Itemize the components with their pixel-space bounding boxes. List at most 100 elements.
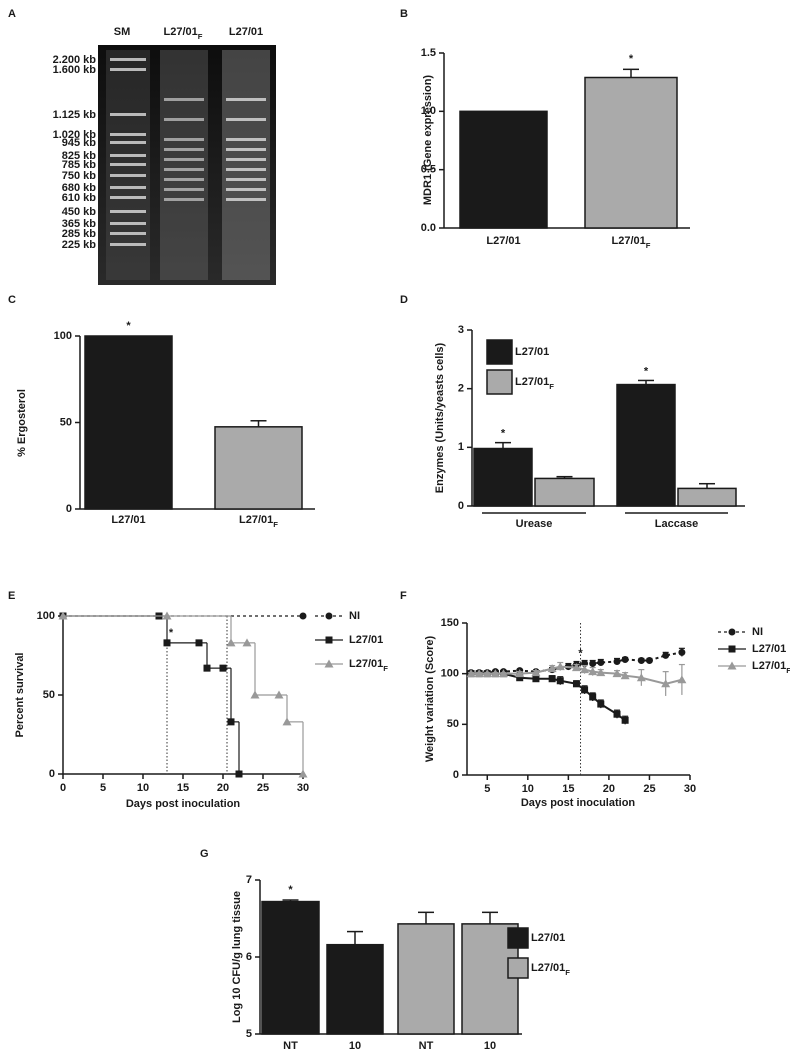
marker <box>597 700 605 708</box>
marker <box>613 658 621 666</box>
bar <box>473 447 533 507</box>
marker <box>556 677 564 685</box>
marker <box>588 667 598 676</box>
gel-band <box>164 118 204 121</box>
marker <box>612 669 622 678</box>
x-tick-label: 20 <box>217 782 229 794</box>
gel-band <box>226 178 266 181</box>
gel-band <box>164 158 204 161</box>
legend-label: L27/01F <box>349 658 388 673</box>
marker <box>250 690 260 699</box>
subscript: F <box>198 32 203 41</box>
marker-label: 225 kb <box>62 239 97 251</box>
x-tick-label: 5 <box>484 783 490 795</box>
subscript: F <box>273 520 278 529</box>
panel-label: C <box>8 294 16 306</box>
x-tick-label: Laccase <box>655 518 698 530</box>
panel-label: B <box>400 8 408 20</box>
gel-band <box>110 113 146 116</box>
marker <box>227 718 235 726</box>
x-tick-label: NT <box>419 1040 434 1052</box>
x-tick-label: 20 <box>603 783 615 795</box>
bar <box>84 335 173 510</box>
x-tick-label: 30 <box>684 783 696 795</box>
marker-label: 1.125 kb <box>53 109 97 121</box>
gel-band <box>110 210 146 213</box>
annotation: * <box>578 647 583 659</box>
legend-swatch <box>486 369 513 395</box>
x-tick-label: 10 <box>349 1040 361 1052</box>
x-tick-label: 25 <box>257 782 269 794</box>
subscript: F <box>786 666 790 675</box>
legend-label: NI <box>349 610 360 622</box>
marker <box>581 686 589 694</box>
marker-label: 825 kb <box>62 150 97 162</box>
annotation: * <box>288 884 293 896</box>
marker <box>325 612 333 620</box>
y-tick-label: 100 <box>37 610 55 622</box>
marker <box>662 651 670 659</box>
gel-band <box>226 118 266 121</box>
marker <box>219 664 227 672</box>
marker <box>555 662 565 671</box>
y-tick-label: 1 <box>458 441 464 453</box>
bar <box>261 900 320 1035</box>
marker-label: 2.200 kb <box>53 54 97 66</box>
y-tick-label: 6 <box>246 951 252 963</box>
subscript: F <box>549 382 554 391</box>
gel-band <box>226 98 266 101</box>
gel-band <box>110 243 146 246</box>
marker <box>580 665 590 674</box>
panel-label: G <box>200 848 209 860</box>
x-tick-label: 10 <box>522 783 534 795</box>
y-axis-label: MDR1 (Gene expression) <box>422 75 434 206</box>
lane-label: L27/01 <box>229 26 263 38</box>
subscript: F <box>646 241 651 250</box>
marker <box>661 679 671 688</box>
marker <box>596 668 606 677</box>
marker <box>474 669 484 678</box>
y-tick-label: 50 <box>60 416 72 428</box>
y-tick-label: 0 <box>66 503 72 515</box>
marker <box>531 668 541 677</box>
gel-band <box>110 222 146 225</box>
marker <box>589 693 597 701</box>
x-tick-label: 30 <box>297 782 309 794</box>
gel-band <box>164 138 204 141</box>
legend-label: L27/01 <box>515 346 549 358</box>
bar <box>616 383 676 507</box>
marker-label: 945 kb <box>62 137 97 149</box>
subscript: F <box>565 968 570 977</box>
x-tick-label: 15 <box>562 783 574 795</box>
marker <box>636 673 646 682</box>
x-tick-label: 25 <box>643 783 655 795</box>
marker-label: 450 kb <box>62 206 97 218</box>
marker-label: 1.020 kb <box>53 129 97 141</box>
marker <box>645 656 653 664</box>
x-tick-label: 15 <box>177 782 189 794</box>
gel-band <box>110 58 146 61</box>
marker <box>515 669 525 678</box>
marker <box>597 659 605 667</box>
marker <box>242 638 252 647</box>
y-tick-label: 1.0 <box>421 105 436 117</box>
gel-band <box>164 148 204 151</box>
bar <box>584 76 678 229</box>
bar <box>534 477 595 507</box>
y-tick-label: 0 <box>458 500 464 512</box>
gel-band <box>110 68 146 71</box>
marker <box>516 674 524 682</box>
gel-band <box>226 138 266 141</box>
legend-swatch <box>507 927 529 949</box>
marker-label: 1.600 kb <box>53 64 97 76</box>
marker <box>163 639 171 647</box>
y-tick-label: 5 <box>246 1028 252 1040</box>
y-tick-label: 0.0 <box>421 222 436 234</box>
marker <box>482 669 492 678</box>
legend-swatch <box>486 339 513 365</box>
marker <box>490 669 500 678</box>
gel-band <box>110 186 146 189</box>
marker <box>162 611 172 620</box>
gel-band <box>110 163 146 166</box>
marker <box>637 656 645 664</box>
